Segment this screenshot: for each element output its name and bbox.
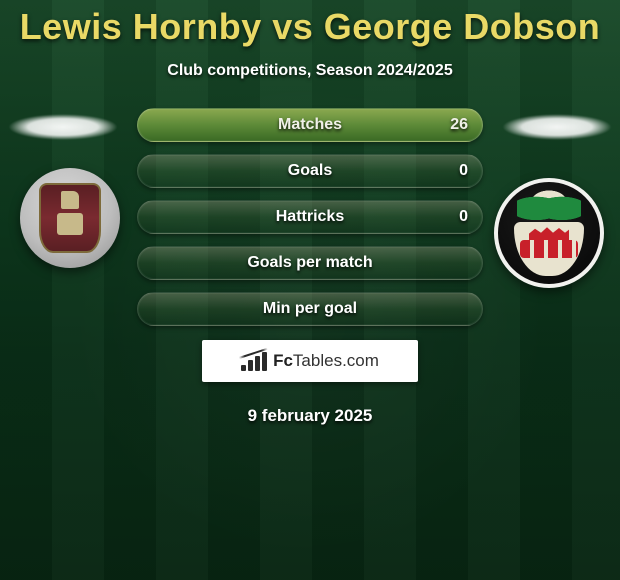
northampton-crest-icon <box>39 183 101 253</box>
brand-rest: Tables.com <box>293 351 379 370</box>
brand-fctables: FcTables.com <box>202 340 418 382</box>
wrexham-dragon-icon <box>529 224 569 240</box>
brand-text: FcTables.com <box>273 351 379 371</box>
bar-chart-icon <box>241 351 267 371</box>
wrexham-plume-icon <box>517 188 581 222</box>
stat-label-hattricks: Hattricks <box>276 208 344 226</box>
footer-date: 9 february 2025 <box>0 406 620 426</box>
page-title: Lewis Hornby vs George Dobson <box>0 0 620 48</box>
stat-right-matches: 26 <box>450 109 468 141</box>
wrexham-shield-icon <box>514 222 584 276</box>
stat-right-hattricks: 0 <box>459 201 468 233</box>
comparison-arena: Matches 26 Goals 0 Hattricks 0 Goals per… <box>0 108 620 343</box>
player-shadow-right <box>502 114 612 140</box>
brand-prefix: Fc <box>273 351 293 370</box>
club-badge-right <box>494 178 604 288</box>
stat-label-goals: Goals <box>288 162 332 180</box>
stat-label-gpm: Goals per match <box>247 254 372 272</box>
content-root: Lewis Hornby vs George Dobson Club compe… <box>0 0 620 580</box>
stat-row-min-per-goal: Min per goal <box>137 292 483 326</box>
stat-row-goals: Goals 0 <box>137 154 483 188</box>
stat-row-goals-per-match: Goals per match <box>137 246 483 280</box>
stat-label-mpg: Min per goal <box>263 300 357 318</box>
player-shadow-left <box>8 114 118 140</box>
club-badge-left <box>20 168 120 268</box>
page-subtitle: Club competitions, Season 2024/2025 <box>0 62 620 80</box>
stat-row-matches: Matches 26 <box>137 108 483 142</box>
stat-label-matches: Matches <box>278 116 342 134</box>
stat-row-hattricks: Hattricks 0 <box>137 200 483 234</box>
stat-right-goals: 0 <box>459 155 468 187</box>
